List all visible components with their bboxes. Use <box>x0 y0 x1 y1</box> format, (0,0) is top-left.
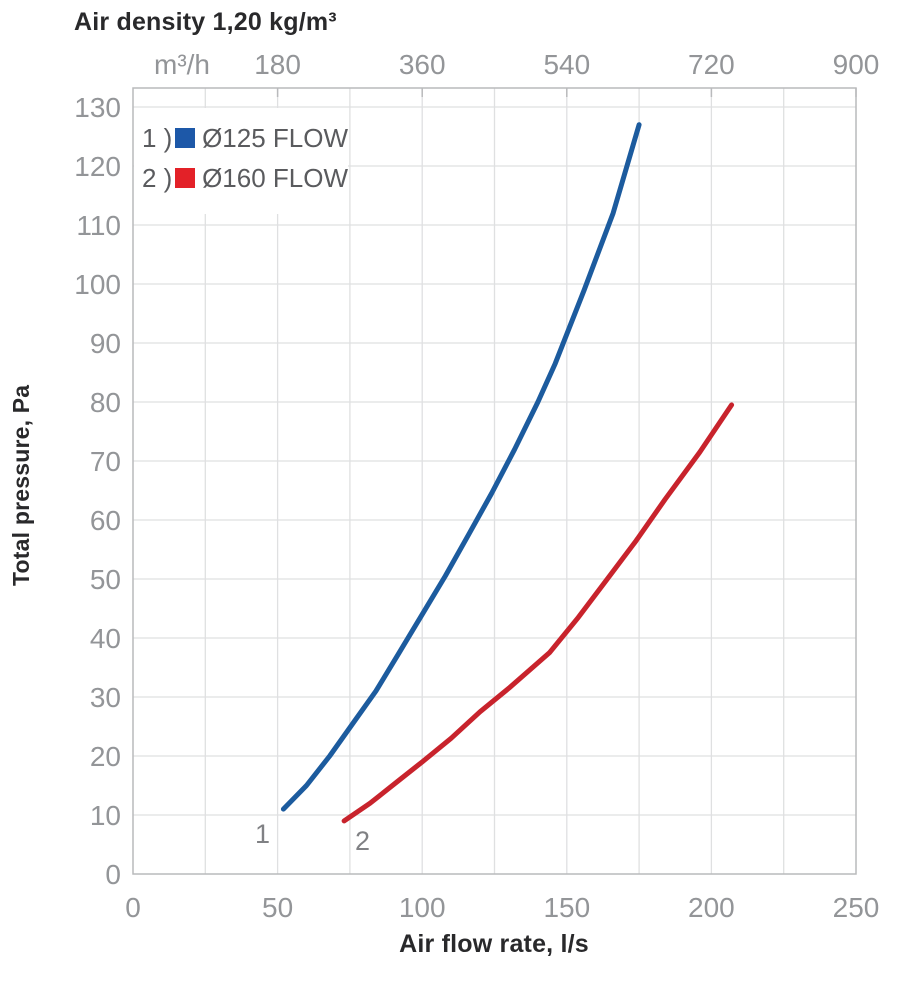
y-axis-tick-label: 80 <box>90 387 121 418</box>
curve-start-label-2: 2 <box>355 826 371 856</box>
y-axis-tick-label: 130 <box>74 92 121 123</box>
y-axis-tick-label: 90 <box>90 328 121 359</box>
x-axis-tick-label: 100 <box>399 892 446 923</box>
y-axis-tick-label: 50 <box>90 564 121 595</box>
chart-title: Air density 1,20 kg/m³ <box>74 8 337 36</box>
y-axis-tick-label: 120 <box>74 151 121 182</box>
y-axis-tick-label: 40 <box>90 623 121 654</box>
legend-swatch-red <box>175 168 196 188</box>
legend-swatch-blue <box>175 128 196 148</box>
legend: 1 ) Ø125 FLOW 2 ) Ø160 FLOW <box>134 108 348 214</box>
top-axis-tick-label: 540 <box>543 49 590 80</box>
series-curve-1 <box>280 122 642 812</box>
y-axis-tick-label: 70 <box>90 446 121 477</box>
top-axis-tick-label: 900 <box>833 49 880 80</box>
plot-border <box>132 87 857 875</box>
legend-index-1: 1 ) <box>142 122 173 153</box>
top-axis-unit-label: m³/h <box>154 49 210 80</box>
x-axis-tick-label: 200 <box>688 892 735 923</box>
legend-label-o160: Ø160 FLOW <box>202 162 348 193</box>
top-axis-tick-label: 720 <box>688 49 735 80</box>
legend-label-o125: Ø125 FLOW <box>202 122 348 153</box>
series-curve-2 <box>341 402 735 824</box>
x-axis-tick-label: 150 <box>543 892 590 923</box>
x-axis-tick-label: 250 <box>833 892 880 923</box>
top-axis-tick-label: 180 <box>254 49 301 80</box>
y-axis-tick-label: 60 <box>90 505 121 536</box>
y-axis-tick-label: 110 <box>76 210 121 241</box>
y-axis-tick-label: 100 <box>74 269 121 300</box>
x-axis-title: Air flow rate, l/s <box>399 930 589 958</box>
y-axis-tick-label: 0 <box>105 859 121 890</box>
legend-item-o160: 2 ) Ø160 FLOW <box>142 158 348 198</box>
top-axis-tick-label: 360 <box>399 49 446 80</box>
y-axis-tick-label: 30 <box>90 682 121 713</box>
x-axis-tick-label: 0 <box>125 892 141 923</box>
y-axis-tick-label: 10 <box>90 800 121 831</box>
curve-start-label-1: 1 <box>255 819 271 849</box>
y-axis-tick-label: 20 <box>90 741 121 772</box>
legend-item-o125: 1 ) Ø125 FLOW <box>142 118 348 158</box>
legend-index-2: 2 ) <box>142 162 173 193</box>
x-axis-tick-label: 50 <box>262 892 293 923</box>
